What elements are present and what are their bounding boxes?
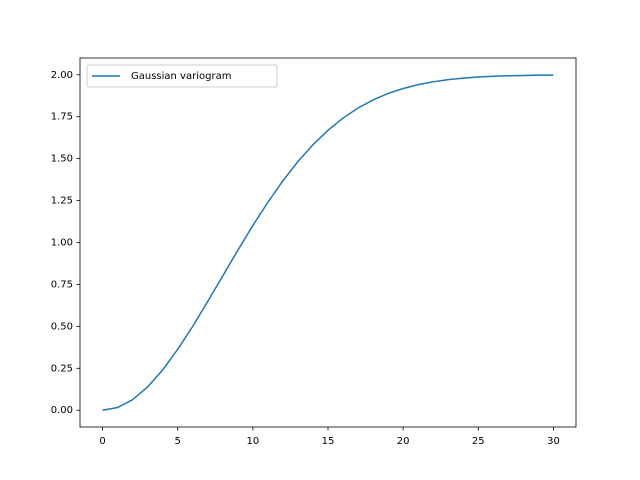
y-tick-label: 1.00 [51,238,73,249]
y-tick-label: 0.25 [51,363,73,374]
plot-frame [79,57,577,428]
line [102,74,554,411]
legend-box [86,64,278,88]
x-tick-label: 5 [175,436,181,447]
x-tick-label: 0 [99,436,105,447]
y-tick-label: 0.50 [51,321,73,332]
y-tick-label: 1.25 [51,196,73,207]
y-tick-label: 0.00 [51,405,73,416]
x-tick-label: 10 [246,436,259,447]
x-tick-label: 25 [472,436,485,447]
y-tick-label: 1.75 [51,112,73,123]
y-tick-label: 1.50 [51,154,73,165]
x-tick-label: 15 [322,436,335,447]
x-tick-label: 30 [547,436,560,447]
y-tick-label: 0.75 [51,279,73,290]
y-tick-label: 2.00 [51,70,73,81]
x-tick-label: 20 [397,436,410,447]
legend-label: Gaussian variogram [131,71,231,82]
